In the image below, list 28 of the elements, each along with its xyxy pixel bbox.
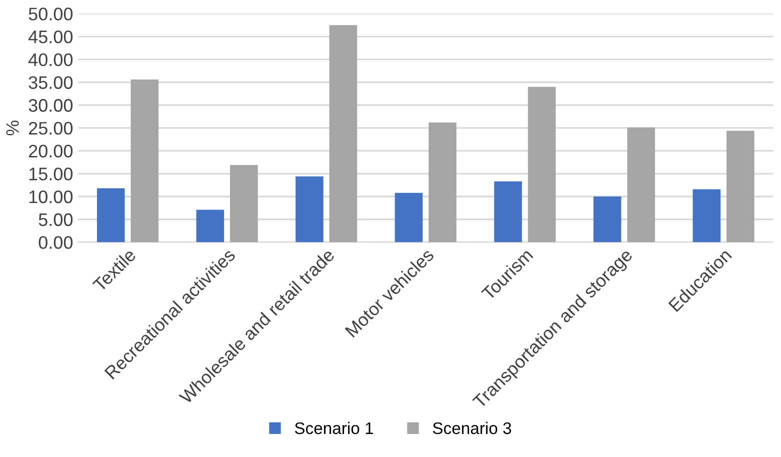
bar (394, 192, 423, 242)
y-tick-label: 20.00 (28, 144, 73, 158)
legend-label: Scenario 3 (432, 422, 512, 434)
y-tick-label: 45.00 (28, 30, 73, 44)
bar (196, 210, 224, 242)
bar (230, 164, 258, 242)
bar (296, 176, 324, 242)
y-tick-label: 35.00 (28, 76, 73, 89)
y-tick-label: 15.00 (29, 168, 73, 180)
y-tick-label: 30.00 (28, 99, 73, 112)
y-tick-label: 10.00 (29, 190, 73, 204)
bar (627, 128, 656, 242)
y-axis-title: % (6, 120, 19, 136)
y-tick-label: 50.00 (28, 8, 73, 20)
y-tick-label: 0.00 (38, 236, 73, 249)
bar (130, 80, 159, 242)
bar (428, 122, 456, 242)
bar (593, 196, 622, 242)
y-tick-label: 25.00 (28, 122, 73, 135)
bar (329, 25, 358, 242)
bar (692, 189, 721, 242)
bar (96, 188, 125, 242)
y-tick-label: 40.00 (28, 53, 73, 66)
bar (726, 130, 754, 242)
bar (528, 86, 556, 242)
bar (494, 181, 522, 242)
y-tick-label: 5.00 (38, 213, 73, 226)
legend-label: Scenario 1 (294, 422, 374, 434)
